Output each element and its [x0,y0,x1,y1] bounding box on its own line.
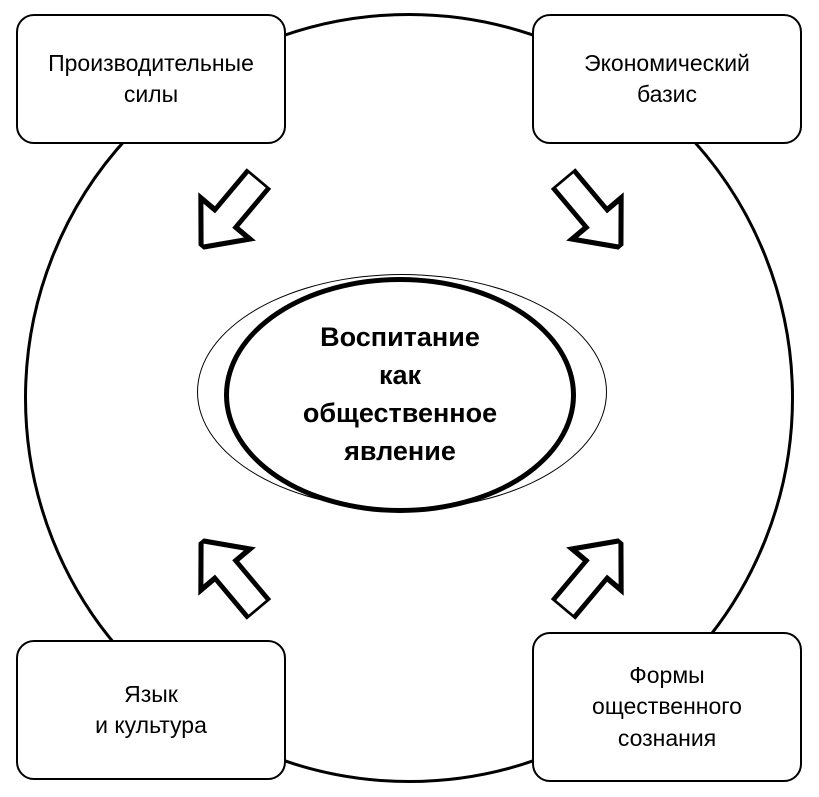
box-bottom-left-label: Языки культура [95,679,207,741]
box-bottom-right-label: Формыощественногосознания [592,660,742,753]
box-bottom-left: Языки культура [16,640,286,780]
diagram-container: Воспитаниекакобщественноеявление Произво… [0,0,819,797]
box-top-left-label: Производительныесилы [48,48,254,110]
box-top-left: Производительныесилы [16,14,286,144]
box-bottom-right: Формыощественногосознания [532,632,802,782]
box-top-right-label: Экономическийбазис [584,48,750,110]
box-top-right: Экономическийбазис [532,14,802,144]
center-text: Воспитаниекакобщественноеявление [303,319,497,470]
center-ellipse: Воспитаниекакобщественноеявление [224,277,576,513]
